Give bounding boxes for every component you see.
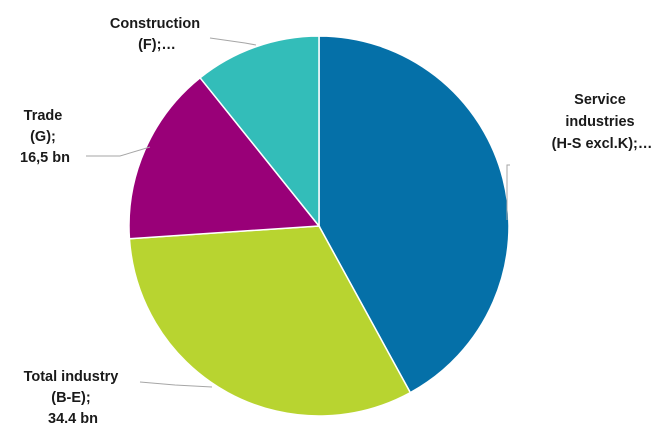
pie-slice-construction [199, 35, 320, 229]
slice-label-trade-line-1: Trade [24, 108, 63, 124]
slice-label-total-industry-line-3: 34.4 bn [48, 411, 98, 427]
leader-lines [86, 37, 510, 388]
slice-label-total-industry: Total industry (B-E); 34.4 bn [24, 369, 123, 427]
leader-line-construction [209, 37, 257, 46]
slice-label-construction: Construction (F);… [110, 16, 204, 53]
pie-slice-total-industry [128, 225, 412, 417]
slice-label-construction-line-2: (F);… [138, 37, 176, 53]
slice-label-service-line-3: (H-S excl.K);… [552, 136, 653, 152]
slice-label-service: Service industries (H-S excl.K);… [552, 92, 653, 152]
slice-label-service-line-2: industries [565, 114, 634, 130]
slice-label-construction-line-1: Construction [110, 16, 200, 32]
leader-line-total-industry [139, 381, 213, 388]
slice-label-trade-line-2: (G); [30, 129, 56, 145]
slice-label-service-line-1: Service [574, 92, 626, 108]
slice-label-total-industry-line-2: (B-E); [51, 390, 90, 406]
pie-slices [128, 35, 510, 417]
leader-line-trade [86, 146, 151, 157]
pie-slice-service-industries [318, 35, 510, 394]
slice-label-total-industry-line-1: Total industry [24, 369, 119, 385]
leader-line-service [506, 164, 510, 220]
pie-slice-trade [128, 76, 321, 240]
slice-label-trade-line-3: 16,5 bn [20, 150, 70, 166]
slice-label-trade: Trade (G); 16,5 bn [20, 108, 70, 166]
